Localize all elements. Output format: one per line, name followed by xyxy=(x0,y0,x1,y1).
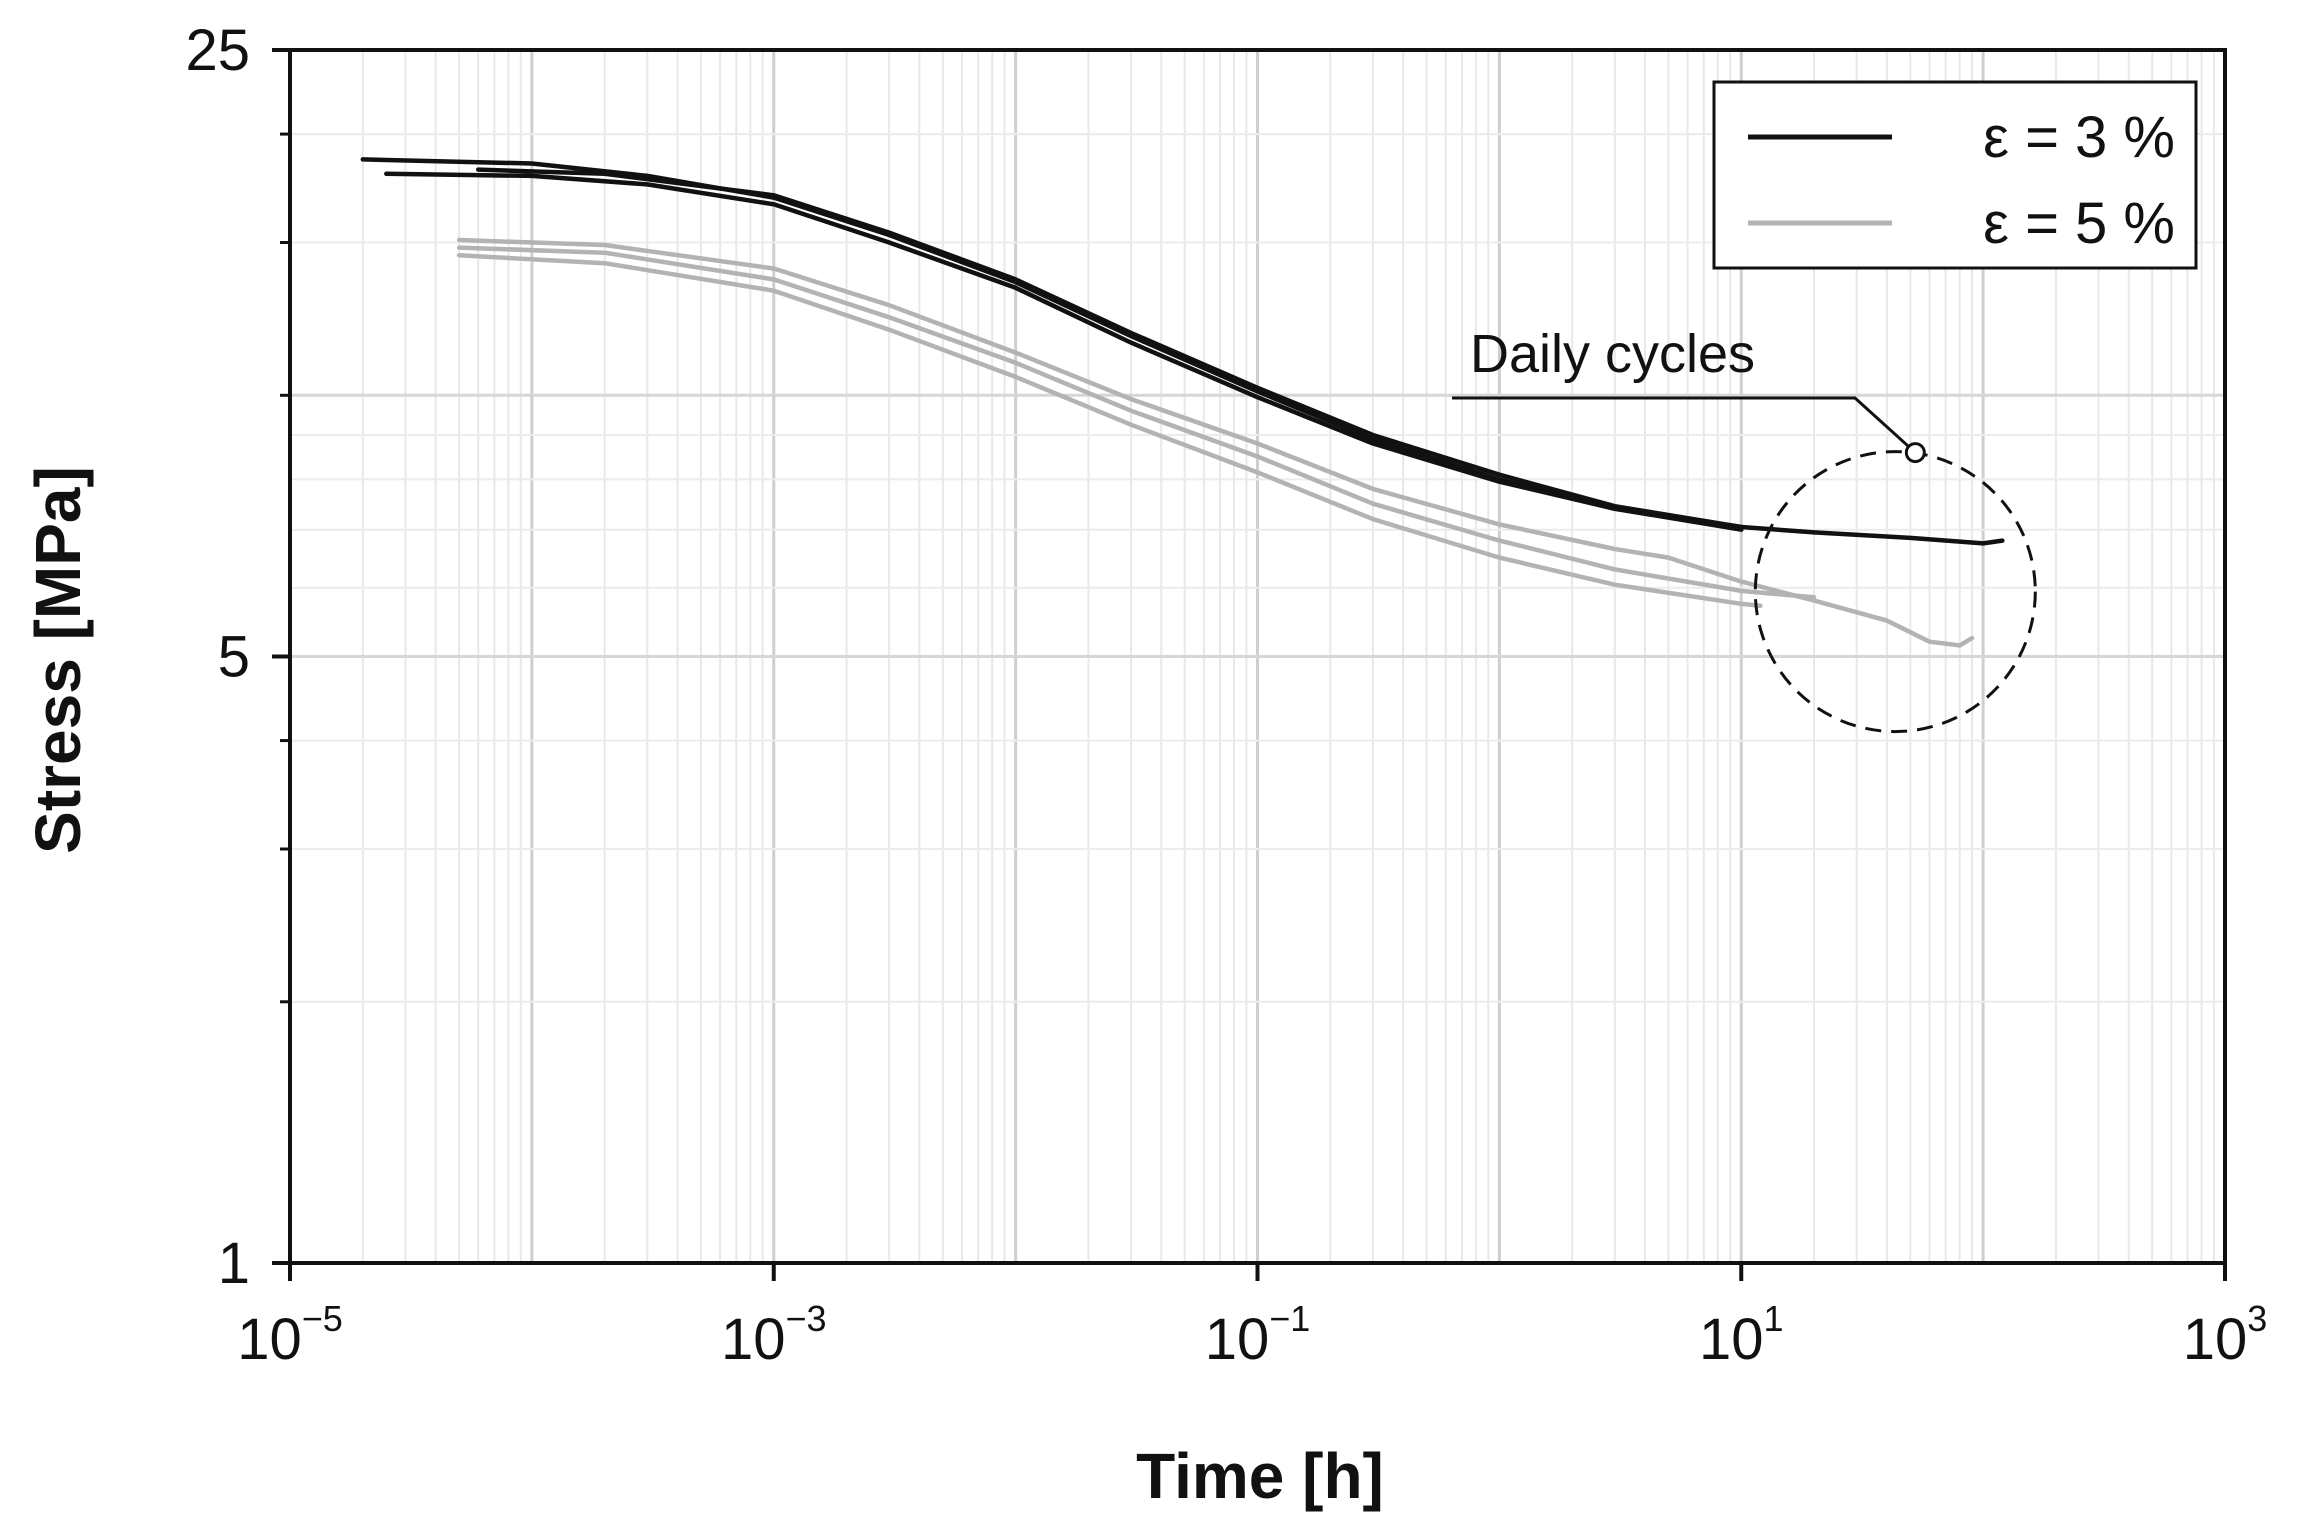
x-axis-title: Time [h] xyxy=(1136,1440,1384,1512)
legend-label-strain-3: ε = 3 % xyxy=(1983,105,2175,170)
series-line-3 xyxy=(384,171,1744,532)
y-tick-label: 1 xyxy=(218,1231,250,1296)
legend: ε = 3 % ε = 5 % xyxy=(1712,80,2198,270)
series-line-6 xyxy=(456,253,1763,609)
legend-box xyxy=(1712,80,2198,270)
annotation-marker xyxy=(1904,442,1926,464)
y-axis-title: Stress [MPa] xyxy=(22,466,94,854)
x-tick-label: 10−1 xyxy=(1205,1298,1311,1372)
y-tick-label: 5 xyxy=(218,625,250,690)
series-line-2 xyxy=(475,167,1744,530)
annotation-layer: Daily cycles xyxy=(1452,324,2037,734)
tick-layer: 10−5 10−3 10−1 101 103 25 5 1 xyxy=(185,18,2267,1372)
x-tick-label: 10−5 xyxy=(237,1298,343,1372)
annotation-leader-line xyxy=(1452,396,1917,454)
legend-label-strain-5: ε = 5 % xyxy=(1983,191,2175,256)
x-tick-label: 101 xyxy=(1699,1298,1784,1372)
series-line-4 xyxy=(456,237,1975,648)
x-tick-label: 103 xyxy=(2183,1298,2268,1372)
daily-cycles-dashed-circle xyxy=(1753,450,2037,734)
y-tick-label: 25 xyxy=(185,18,250,83)
annotation-daily-cycles-label: Daily cycles xyxy=(1470,324,1755,384)
series-layer xyxy=(360,157,2005,648)
series-line-5 xyxy=(456,245,1817,600)
x-tick-label: 10−3 xyxy=(721,1298,827,1372)
